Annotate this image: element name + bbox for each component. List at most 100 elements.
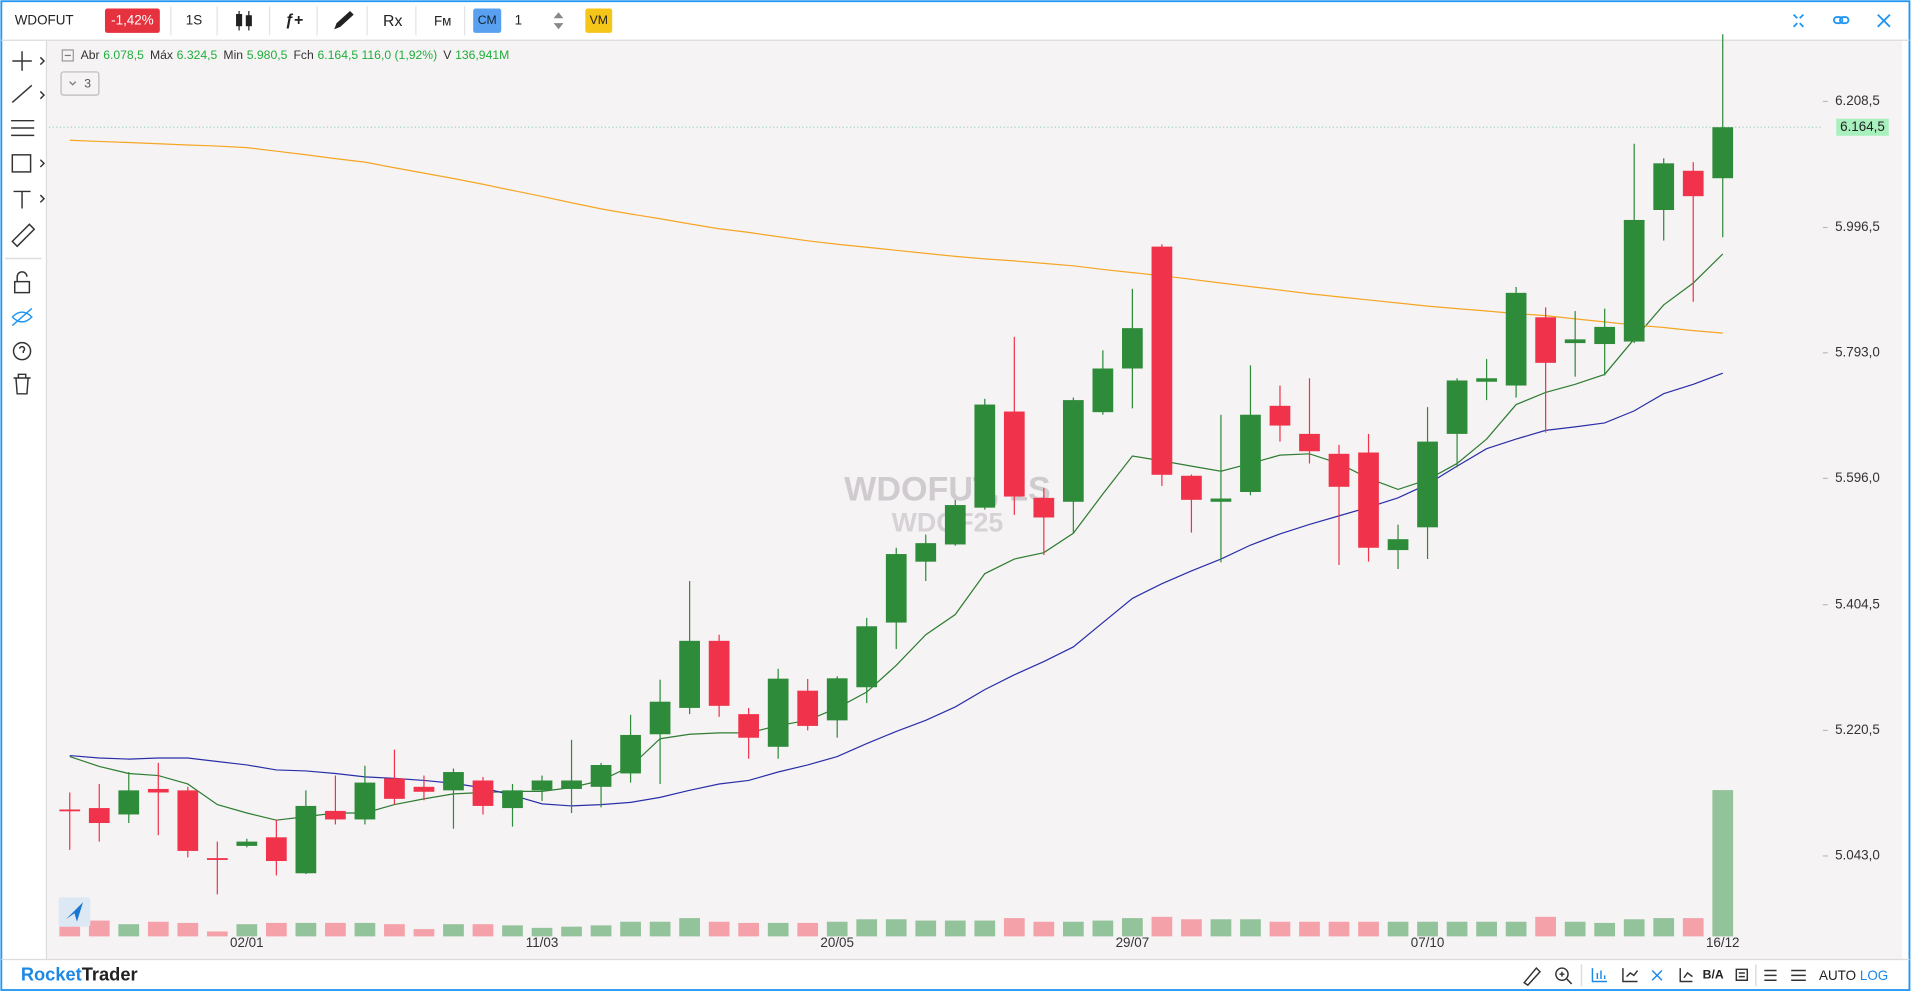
volume-bar bbox=[1653, 918, 1675, 937]
symbol[interactable]: WDOFUT bbox=[15, 12, 74, 27]
volume-bar bbox=[856, 919, 878, 937]
volume-bar bbox=[944, 920, 966, 937]
candle-body bbox=[1594, 326, 1616, 345]
volume-bar bbox=[443, 924, 464, 937]
candle-body bbox=[974, 404, 996, 508]
candle-body bbox=[1151, 246, 1173, 475]
y-tick-label: 6.208,5 bbox=[1835, 93, 1880, 108]
candle-body bbox=[1092, 368, 1114, 413]
draw-icon[interactable] bbox=[334, 10, 354, 30]
candle-body bbox=[1358, 452, 1379, 548]
candle-body bbox=[118, 790, 140, 815]
candle-body bbox=[1653, 163, 1675, 211]
candle-body bbox=[1476, 378, 1497, 382]
volume-bar bbox=[1476, 921, 1497, 937]
candle-body bbox=[1535, 317, 1556, 363]
volume-bar bbox=[384, 924, 405, 937]
legend-value: 6.078,5 bbox=[103, 48, 144, 62]
bid-ask[interactable]: B/A bbox=[1703, 968, 1724, 982]
volume-bar bbox=[1151, 916, 1173, 937]
volume-bar bbox=[561, 926, 582, 937]
quantity[interactable]: 1 bbox=[515, 12, 522, 27]
cm[interactable]: CM bbox=[478, 13, 497, 27]
candle-body bbox=[236, 841, 258, 846]
x-tick-label: 11/03 bbox=[526, 935, 559, 950]
x-tick-label: 16/12 bbox=[1706, 935, 1740, 950]
log-scale[interactable]: LOG bbox=[1860, 968, 1888, 983]
volume-bar bbox=[1623, 919, 1645, 937]
cm-badge[interactable] bbox=[473, 8, 502, 33]
volume-bar bbox=[1446, 921, 1468, 937]
auto-scale[interactable]: AUTO bbox=[1819, 968, 1856, 983]
period[interactable]: 1S bbox=[186, 12, 202, 27]
candle-body bbox=[915, 543, 937, 562]
quantity-spinner[interactable] bbox=[553, 12, 564, 30]
volume-bar bbox=[1564, 921, 1586, 937]
candle-body bbox=[206, 858, 228, 860]
y-tick-label: 5.043,0 bbox=[1835, 848, 1880, 863]
legend-value: 5.980,5 bbox=[247, 48, 288, 62]
candle-type-icon[interactable] bbox=[236, 10, 252, 31]
studies-toggle[interactable] bbox=[60, 71, 100, 96]
legend-label: V bbox=[443, 48, 452, 62]
fm-button[interactable]: Fм bbox=[434, 13, 451, 28]
volume-bar bbox=[1122, 918, 1143, 937]
candle-body bbox=[1240, 414, 1261, 493]
volume-bar bbox=[354, 922, 376, 937]
legend-value: 6.164,5 116,0 (1,92%) bbox=[317, 48, 437, 62]
volume-bar bbox=[502, 925, 523, 937]
indicator-button[interactable]: ƒ+ bbox=[285, 12, 303, 29]
legend-value: 136,941M bbox=[455, 48, 509, 62]
volume-bar bbox=[1092, 920, 1114, 937]
x-tick-label: 02/01 bbox=[230, 935, 264, 950]
footer-icons[interactable] bbox=[1523, 964, 1806, 987]
candle-body bbox=[265, 837, 287, 862]
candle-body bbox=[797, 690, 819, 726]
y-tick-label: 5.404,5 bbox=[1835, 596, 1880, 611]
studies-count: 3 bbox=[84, 76, 91, 90]
candle-body bbox=[147, 788, 169, 793]
volume-bar bbox=[738, 922, 760, 937]
vm[interactable]: VM bbox=[590, 13, 608, 27]
candle-body bbox=[738, 714, 760, 738]
x-tick-label: 07/10 bbox=[1411, 935, 1445, 950]
volume-bar bbox=[1387, 921, 1409, 937]
candle-body bbox=[679, 640, 700, 708]
moving-average bbox=[69, 372, 1723, 807]
volume-bar bbox=[531, 927, 553, 937]
vm-badge[interactable] bbox=[585, 8, 613, 33]
legend-label: Fch bbox=[294, 48, 314, 62]
volume-bar bbox=[620, 921, 641, 937]
candle-body bbox=[1181, 475, 1202, 500]
candle-body bbox=[1564, 339, 1586, 344]
candle-body bbox=[1682, 170, 1704, 197]
y-tick-label: 5.996,5 bbox=[1835, 219, 1880, 234]
volume-bar bbox=[1269, 921, 1291, 937]
candle-body bbox=[1269, 405, 1291, 426]
candle-body bbox=[531, 780, 553, 791]
legend-label: Min bbox=[223, 48, 243, 62]
candle-body bbox=[856, 626, 878, 688]
volume-bar bbox=[708, 921, 730, 937]
volume-bar bbox=[206, 931, 228, 937]
volume-bar bbox=[177, 922, 199, 937]
remove-studies[interactable]: Rx bbox=[383, 13, 402, 30]
drawing-tools[interactable] bbox=[4, 51, 46, 395]
candle-body bbox=[1003, 411, 1025, 497]
candle-body bbox=[1446, 380, 1468, 434]
volume-bar bbox=[826, 921, 848, 937]
volume-bar bbox=[797, 922, 819, 937]
x-tick-label: 29/07 bbox=[1116, 935, 1150, 950]
volume-bar bbox=[1033, 921, 1055, 937]
change-badge bbox=[104, 8, 160, 33]
volume-bar bbox=[59, 926, 81, 937]
y-tick-label: 5.793,0 bbox=[1835, 344, 1880, 359]
candle-body bbox=[708, 640, 730, 706]
window-icons[interactable] bbox=[1792, 13, 1891, 28]
volume-bar bbox=[974, 920, 996, 937]
candle-body bbox=[1062, 400, 1084, 502]
legend-collapse[interactable] bbox=[61, 49, 74, 62]
